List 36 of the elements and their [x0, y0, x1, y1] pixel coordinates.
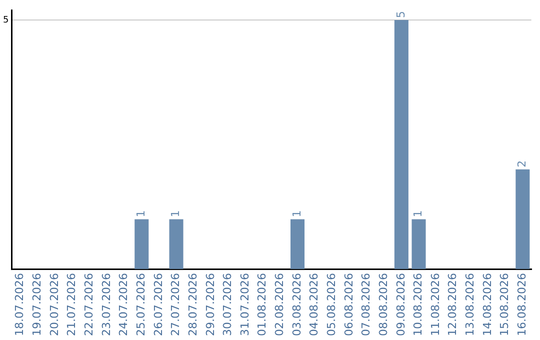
x-tick-label: 22.07.2026	[82, 273, 96, 336]
x-tick-label: 05.08.2026	[325, 273, 338, 336]
x-tick-label: 29.07.2026	[204, 273, 217, 336]
x-tick-label: 23.07.2026	[100, 273, 113, 336]
x-tick-label: 30.07.2026	[221, 273, 234, 336]
x-tick-label: 25.07.2026	[134, 273, 148, 336]
x-tick-label: 08.08.2026	[376, 273, 390, 336]
x-tick-label: 19.07.2026	[30, 273, 44, 336]
x-tick-label: 02.08.2026	[273, 273, 286, 336]
x-tick-label: 07.08.2026	[360, 273, 373, 336]
x-tick-label: 24.07.2026	[117, 273, 130, 336]
x-tick-label: 04.08.2026	[308, 273, 321, 336]
x-tick-label: 31.07.2026	[238, 273, 252, 336]
x-tick-label: 14.08.2026	[480, 273, 494, 336]
x-tick-label: 28.07.2026	[186, 273, 200, 336]
data-label: 1	[412, 210, 425, 218]
x-tick-label: 20.07.2026	[48, 273, 61, 336]
x-tick-label: 13.08.2026	[464, 273, 477, 336]
data-label: 1	[134, 210, 148, 218]
x-tick-label: 21.07.2026	[65, 273, 78, 336]
x-tick-label: 12.08.2026	[446, 273, 460, 336]
x-tick-label: 06.08.2026	[342, 273, 356, 336]
x-tick-label: 11.08.2026	[428, 273, 442, 336]
x-tick-label: 15.08.2026	[498, 273, 512, 336]
x-tick-label: 18.07.2026	[13, 273, 26, 336]
data-label: 1	[169, 210, 182, 218]
x-tick-label: 10.08.2026	[412, 273, 425, 336]
x-tick-label: 16.08.2026	[516, 273, 529, 336]
x-tick-label: 26.07.2026	[152, 273, 165, 336]
data-label: 2	[516, 160, 529, 168]
data-label: 1	[290, 210, 304, 218]
data-label: 5	[394, 10, 408, 18]
x-tick-label: 01.08.2026	[256, 273, 269, 336]
x-tick-label: 27.07.2026	[169, 273, 182, 336]
x-tick-label: 03.08.2026	[290, 273, 304, 336]
x-tick-label: 09.08.2026	[394, 273, 408, 336]
